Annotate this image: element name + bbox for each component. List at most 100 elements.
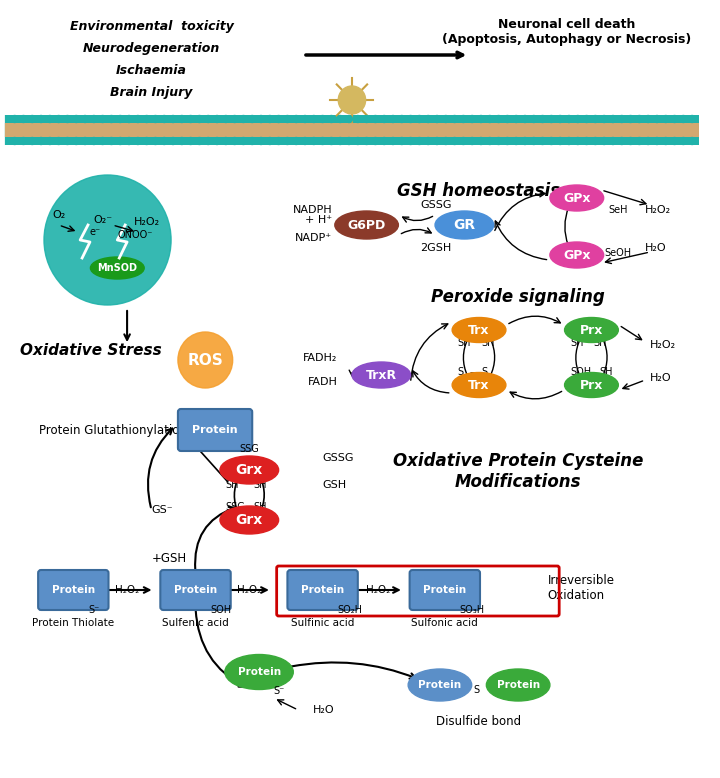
Text: O₂: O₂ [52, 210, 66, 220]
Text: GSSG: GSSG [323, 453, 354, 463]
Circle shape [222, 138, 229, 145]
Text: e⁻: e⁻ [90, 227, 101, 237]
Text: Prx: Prx [580, 379, 603, 391]
Circle shape [583, 138, 590, 145]
Text: SOH: SOH [570, 367, 591, 377]
Circle shape [513, 115, 520, 122]
Circle shape [275, 115, 282, 122]
Circle shape [398, 115, 405, 122]
Circle shape [37, 115, 45, 122]
Circle shape [662, 138, 669, 145]
Circle shape [416, 115, 423, 122]
Ellipse shape [486, 669, 550, 701]
Circle shape [143, 115, 150, 122]
Circle shape [310, 115, 318, 122]
Circle shape [46, 115, 53, 122]
Text: SO₂H: SO₂H [337, 605, 362, 615]
Text: SH: SH [481, 338, 495, 348]
Circle shape [266, 115, 274, 122]
Ellipse shape [550, 242, 603, 268]
FancyBboxPatch shape [5, 123, 699, 137]
Circle shape [12, 115, 18, 122]
Circle shape [37, 138, 45, 145]
Circle shape [477, 115, 485, 122]
Text: SSG: SSG [240, 444, 259, 454]
Circle shape [610, 115, 616, 122]
Circle shape [179, 115, 185, 122]
Text: SH: SH [593, 338, 607, 348]
Circle shape [258, 115, 264, 122]
Text: Prx: Prx [580, 324, 603, 337]
Text: +GSH: +GSH [151, 552, 186, 565]
Text: Irreversible
Oxidation: Irreversible Oxidation [547, 574, 614, 602]
Circle shape [64, 115, 71, 122]
Circle shape [302, 138, 308, 145]
Ellipse shape [550, 185, 603, 211]
Ellipse shape [225, 654, 293, 689]
Text: GR: GR [454, 218, 475, 232]
Text: Grx: Grx [235, 463, 263, 477]
Circle shape [460, 115, 467, 122]
Circle shape [44, 175, 171, 305]
Circle shape [354, 115, 361, 122]
Circle shape [293, 138, 300, 145]
Circle shape [91, 115, 97, 122]
Circle shape [477, 138, 485, 145]
Ellipse shape [452, 373, 506, 398]
Circle shape [644, 138, 652, 145]
Text: SH: SH [253, 480, 266, 490]
Circle shape [363, 138, 370, 145]
Text: H₂O₂: H₂O₂ [115, 585, 139, 595]
Circle shape [337, 138, 343, 145]
Circle shape [293, 115, 300, 122]
Circle shape [425, 138, 431, 145]
Text: —: — [469, 367, 479, 377]
Circle shape [266, 138, 274, 145]
Circle shape [460, 138, 467, 145]
Text: O₂⁻: O₂⁻ [93, 215, 112, 225]
Text: Environmental  toxicity: Environmental toxicity [70, 20, 233, 33]
Circle shape [381, 115, 387, 122]
Circle shape [29, 115, 36, 122]
Circle shape [99, 138, 106, 145]
Circle shape [600, 115, 608, 122]
Circle shape [539, 115, 546, 122]
Circle shape [531, 138, 537, 145]
Circle shape [469, 138, 476, 145]
Circle shape [284, 138, 291, 145]
Circle shape [73, 138, 80, 145]
Text: TrxR: TrxR [366, 369, 397, 381]
Text: H₂O₂: H₂O₂ [650, 340, 676, 350]
Circle shape [196, 138, 203, 145]
Circle shape [231, 115, 238, 122]
Circle shape [654, 115, 660, 122]
Circle shape [416, 138, 423, 145]
Circle shape [636, 115, 643, 122]
Circle shape [338, 86, 366, 114]
Circle shape [91, 138, 97, 145]
Text: Protein: Protein [497, 680, 540, 690]
FancyBboxPatch shape [38, 570, 109, 610]
Circle shape [81, 115, 89, 122]
Circle shape [249, 115, 256, 122]
Text: ROS: ROS [187, 352, 223, 367]
Text: GSH: GSH [323, 480, 347, 490]
Circle shape [680, 138, 687, 145]
Circle shape [55, 138, 62, 145]
Text: Ischaemia: Ischaemia [116, 64, 187, 77]
Circle shape [170, 138, 176, 145]
Text: S: S [481, 367, 487, 377]
Circle shape [108, 115, 115, 122]
Circle shape [557, 115, 564, 122]
Circle shape [451, 115, 458, 122]
Text: Protein: Protein [301, 585, 344, 595]
Text: Trx: Trx [468, 324, 490, 337]
Circle shape [161, 115, 168, 122]
Text: Trx: Trx [468, 379, 490, 391]
Circle shape [408, 115, 414, 122]
Text: S⁻: S⁻ [88, 605, 99, 615]
Circle shape [583, 115, 590, 122]
Text: + H⁺: + H⁺ [305, 215, 333, 225]
Circle shape [354, 138, 361, 145]
Text: FADH₂: FADH₂ [303, 353, 337, 363]
